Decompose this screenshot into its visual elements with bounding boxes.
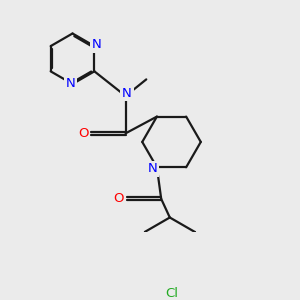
Text: N: N bbox=[122, 87, 132, 100]
Text: N: N bbox=[92, 38, 101, 51]
Text: O: O bbox=[78, 127, 88, 140]
Text: N: N bbox=[66, 77, 75, 91]
Text: O: O bbox=[113, 192, 124, 205]
Text: Cl: Cl bbox=[165, 287, 178, 300]
Text: N: N bbox=[148, 162, 158, 175]
